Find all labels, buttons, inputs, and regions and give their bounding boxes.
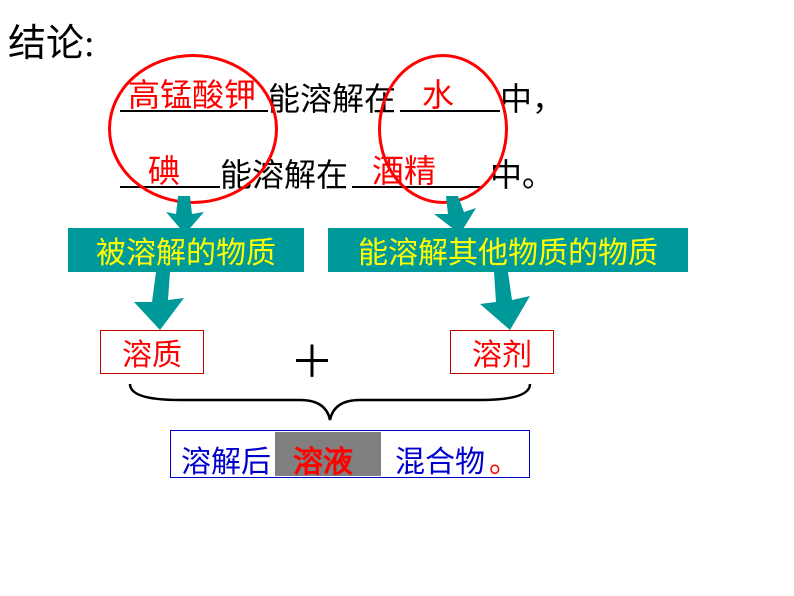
solute-label: 溶质 [122,330,182,374]
greenbox-left: 被溶解的物质 [68,228,304,272]
title-label: 结论: [8,12,95,67]
bottom-highlight: 溶液 [293,437,353,481]
arrow-ellipse-right [430,196,480,234]
solution-box: 溶解后 溶液 混合物 。 [170,430,530,478]
line1-tail: 中， [500,74,564,120]
solute-box: 溶质 [100,330,204,374]
solvent-label: 溶剂 [472,330,532,374]
arrow-down-right [480,272,536,330]
curly-brace [120,378,540,428]
line1-mid: 能溶解在 [268,74,396,120]
bottom-right: 混合物 [395,437,485,481]
bottom-left: 溶解后 [181,437,271,481]
greenbox-left-label: 被溶解的物质 [96,228,276,272]
greenbox-right-label: 能溶解其他物质的物质 [358,228,658,272]
arrow-down-left [130,272,186,330]
arrow-ellipse-left [160,196,210,234]
solvent-box: 溶剂 [450,330,554,374]
greenbox-right: 能溶解其他物质的物质 [328,228,688,272]
bottom-period: 。 [489,437,519,481]
ellipse-solute [108,54,278,204]
ellipse-solvent [378,54,508,204]
